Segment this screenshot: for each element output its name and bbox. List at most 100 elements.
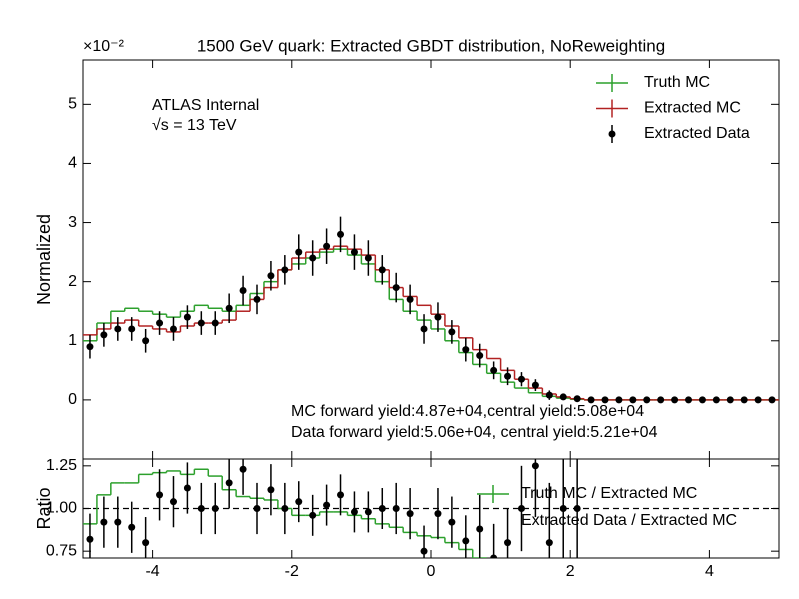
- data-point: [295, 498, 303, 506]
- y-tick-label: 1: [68, 332, 77, 349]
- data-point: [559, 505, 567, 512]
- data-point: [685, 396, 693, 404]
- data-point: [114, 325, 122, 333]
- data-point: [768, 396, 776, 404]
- data-point: [587, 396, 595, 404]
- data-point: [476, 525, 484, 533]
- data-point: [740, 396, 748, 404]
- x-tick-label: 4: [705, 563, 714, 580]
- data-point: [517, 375, 525, 383]
- data-point: [364, 254, 372, 262]
- data-point: [337, 230, 345, 238]
- x-tick-label: -4: [145, 563, 159, 580]
- y-tick-label: 2: [68, 273, 77, 290]
- data-point: [337, 491, 345, 499]
- y-tick-label: 3: [68, 214, 77, 231]
- data-point: [462, 346, 470, 354]
- y-axis-label: Ratio: [34, 487, 54, 529]
- data-point: [726, 396, 734, 404]
- data-point: [406, 510, 414, 518]
- data-point: [309, 254, 317, 262]
- data-point: [253, 505, 261, 512]
- y-tick-label: 1.25: [46, 457, 77, 474]
- data-point: [378, 505, 386, 512]
- data-point: [559, 393, 567, 401]
- data-point: [615, 396, 623, 404]
- annotation: ATLAS Internal: [152, 97, 259, 114]
- data-point: [754, 396, 762, 404]
- data-point: [490, 366, 498, 374]
- data-point: [629, 396, 637, 404]
- data-point: [225, 479, 233, 487]
- data-point: [156, 491, 164, 499]
- annotation: √s = 13 TeV: [152, 117, 237, 134]
- data-point: [601, 396, 609, 404]
- legend-label: Extracted Data / Extracted MC: [521, 512, 737, 529]
- data-point: [671, 396, 679, 404]
- data-point: [504, 539, 512, 547]
- data-point: [183, 484, 191, 492]
- data-point: [239, 287, 247, 295]
- data-point: [420, 547, 428, 555]
- legend-label: Truth MC: [644, 74, 710, 91]
- data-point: [434, 313, 442, 321]
- data-point: [267, 272, 275, 280]
- data-point: [323, 501, 331, 509]
- data-point: [490, 554, 498, 558]
- data-point: [211, 505, 219, 512]
- x-tick-label: -2: [285, 563, 299, 580]
- data-point: [531, 381, 539, 389]
- chart-title: 1500 GeV quark: Extracted GBDT distribut…: [197, 36, 665, 55]
- data-point: [392, 284, 400, 292]
- data-point: [434, 510, 442, 518]
- data-point: [128, 523, 136, 531]
- data-point: [462, 537, 470, 545]
- x-tick-label: 2: [566, 563, 575, 580]
- y-tick-label: 0: [68, 391, 77, 408]
- y-scale-label: ×10⁻²: [83, 38, 125, 55]
- data-point: [211, 319, 219, 327]
- data-point: [281, 505, 289, 512]
- data-point: [323, 242, 331, 250]
- data-point: [448, 328, 456, 336]
- data-point: [197, 319, 205, 327]
- data-point: [698, 396, 706, 404]
- data-point: [267, 486, 275, 494]
- data-point: [86, 535, 94, 543]
- data-point: [225, 304, 233, 312]
- legend-label: Extracted Data: [644, 125, 750, 142]
- data-point: [545, 539, 553, 547]
- data-point: [169, 325, 177, 333]
- data-point: [643, 396, 651, 404]
- data-point: [239, 465, 247, 473]
- data-point: [476, 352, 484, 360]
- data-point: [531, 462, 539, 470]
- data-point: [281, 266, 289, 274]
- y-tick-label: 0.75: [46, 542, 77, 559]
- data-point: [657, 396, 665, 404]
- data-point: [392, 505, 400, 512]
- data-point: [86, 343, 94, 351]
- data-point: [504, 372, 512, 380]
- data-point: [128, 325, 136, 333]
- data-point: [197, 505, 205, 512]
- data-point: [100, 518, 108, 526]
- annotation: MC forward yield:4.87e+04,central yield:…: [291, 403, 644, 420]
- data-point: [712, 396, 720, 404]
- data-point: [350, 248, 358, 256]
- data-point: [350, 508, 358, 516]
- data-point: [142, 539, 150, 547]
- x-tick-label: 0: [427, 563, 436, 580]
- data-point: [169, 498, 177, 506]
- data-point: [142, 337, 150, 345]
- annotation: Data forward yield:5.06e+04, central yie…: [291, 424, 658, 441]
- plot-area: [83, 216, 779, 404]
- plot-area: [83, 459, 779, 558]
- y-tick-label: 4: [68, 155, 77, 172]
- y-axis-label: Normalized: [34, 214, 54, 305]
- y-tick-label: 1.00: [46, 500, 77, 517]
- legend-icon: [608, 130, 616, 138]
- legend-label: Truth MC / Extracted MC: [521, 485, 697, 502]
